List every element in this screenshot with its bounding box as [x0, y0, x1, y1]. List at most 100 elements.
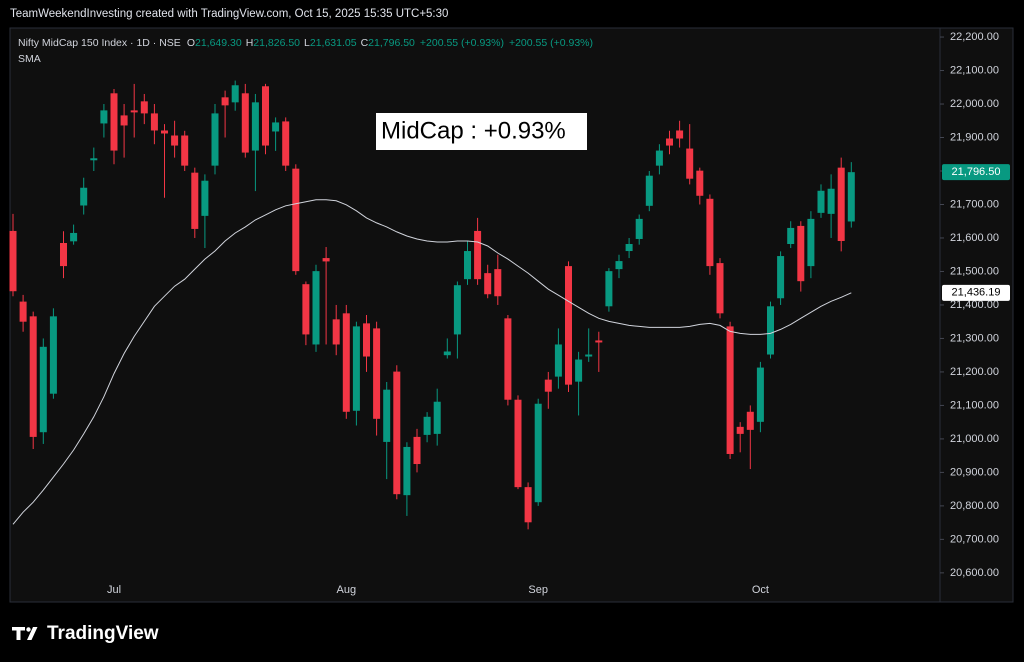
y-tick-label: 21,000.00 [950, 433, 999, 445]
change-value: +200.55 (+0.93%) [509, 37, 593, 49]
candle-body [706, 198, 714, 267]
brand-logo [12, 627, 38, 640]
candle-body [827, 188, 835, 214]
candle-body [787, 227, 795, 245]
candle-body [272, 122, 280, 132]
candle-body [90, 158, 98, 161]
annotation: MidCap : +0.93% [381, 117, 566, 144]
sma-price-box [942, 284, 1010, 301]
y-tick-label: 22,100.00 [950, 64, 999, 76]
candle-body [140, 101, 148, 114]
candle-body [635, 218, 643, 239]
y-tick-label: 21,300.00 [950, 332, 999, 344]
candle-body [534, 403, 542, 503]
candle-body [655, 150, 663, 166]
candle-body [676, 130, 684, 139]
candle-body [393, 371, 401, 495]
candle-body [726, 326, 734, 454]
candle-body [403, 446, 411, 496]
y-tick-label: 21,200.00 [950, 366, 999, 378]
candle-body [847, 172, 855, 222]
candle-body [262, 86, 269, 146]
candle-body [625, 244, 633, 252]
candle-body [352, 326, 360, 411]
candle-body [464, 251, 471, 280]
ohlc-key: H [246, 37, 254, 49]
candle-body [696, 170, 704, 196]
candle-body [373, 328, 381, 419]
credit: TeamWeekendInvesting created with Tradin… [10, 8, 448, 20]
ohlc-value: 21,826.50 [253, 37, 300, 49]
y-tick-label: 22,200.00 [950, 31, 999, 43]
candle-body [49, 316, 57, 394]
legend-title: Nifty MidCap 150 Index · 1D · NSE [18, 37, 181, 49]
sma-line [12, 199, 852, 525]
candle-body [494, 269, 502, 297]
y-tick-label: 20,700.00 [950, 533, 999, 545]
candle-body [292, 168, 300, 272]
candle-body [171, 135, 179, 146]
logo-icon [12, 627, 38, 640]
candle-body [39, 346, 47, 433]
candle-body [241, 93, 249, 153]
candle-body [554, 344, 562, 377]
candle-body [575, 359, 583, 382]
candle-body [837, 167, 845, 241]
candle-body [615, 261, 623, 270]
candle-body [150, 113, 158, 131]
ohlc-key: O [187, 37, 195, 49]
brand: TradingView [47, 623, 159, 644]
y-tick-label: 22,000.00 [950, 98, 999, 110]
candle-body [686, 148, 694, 179]
candle-body [413, 436, 421, 465]
candle-body [9, 230, 17, 292]
candle-body [443, 351, 451, 356]
last-price-label: 21,796.50 [952, 166, 1001, 178]
x-tick-label: Jul [107, 584, 121, 596]
candle-body [363, 323, 370, 357]
candle-body [302, 284, 310, 335]
ohlc-value: 21,796.50 [368, 37, 415, 49]
sma-price-label: 21,436.19 [952, 287, 1001, 299]
candle-body [19, 301, 27, 322]
candle-body [514, 399, 522, 488]
y-tick-label: 20,800.00 [950, 500, 999, 512]
y-tick-label: 20,900.00 [950, 466, 999, 478]
change-value: +200.55 (+0.93%) [420, 37, 504, 49]
candle-body [716, 263, 724, 314]
candle-body [484, 273, 492, 295]
candle-body [736, 426, 744, 434]
y-tick-label: 21,700.00 [950, 198, 999, 210]
candle-body [756, 367, 764, 422]
x-tick-label: Aug [337, 584, 357, 596]
candle-body [130, 110, 138, 113]
candle-body [666, 138, 673, 146]
candle-body [807, 218, 815, 267]
candle-body [817, 190, 825, 213]
sma-legend: SMA [18, 53, 41, 65]
candle-body [524, 487, 532, 523]
y-tick-label: 21,900.00 [950, 131, 999, 143]
last-price-box [942, 164, 1010, 181]
annotation-box [376, 113, 587, 150]
candle-body [120, 115, 128, 126]
candle-body [423, 416, 431, 435]
candle-body [29, 316, 37, 437]
x-tick-label: Oct [752, 584, 769, 596]
y-tick-label: 20,600.00 [950, 567, 999, 579]
ohlc-key: L [304, 37, 310, 49]
y-tick-label: 21,400.00 [950, 299, 999, 311]
y-tick-label: 21,600.00 [950, 232, 999, 244]
candle-body [110, 93, 118, 151]
candle-body [777, 256, 785, 299]
candle-body [221, 97, 229, 106]
candle-body [251, 102, 259, 151]
logo-dot [26, 627, 31, 632]
candle-body [80, 187, 88, 206]
candle-body [453, 285, 461, 335]
ohlc-value: 21,631.05 [310, 37, 357, 49]
y-tick-label: 21,500.00 [950, 265, 999, 277]
